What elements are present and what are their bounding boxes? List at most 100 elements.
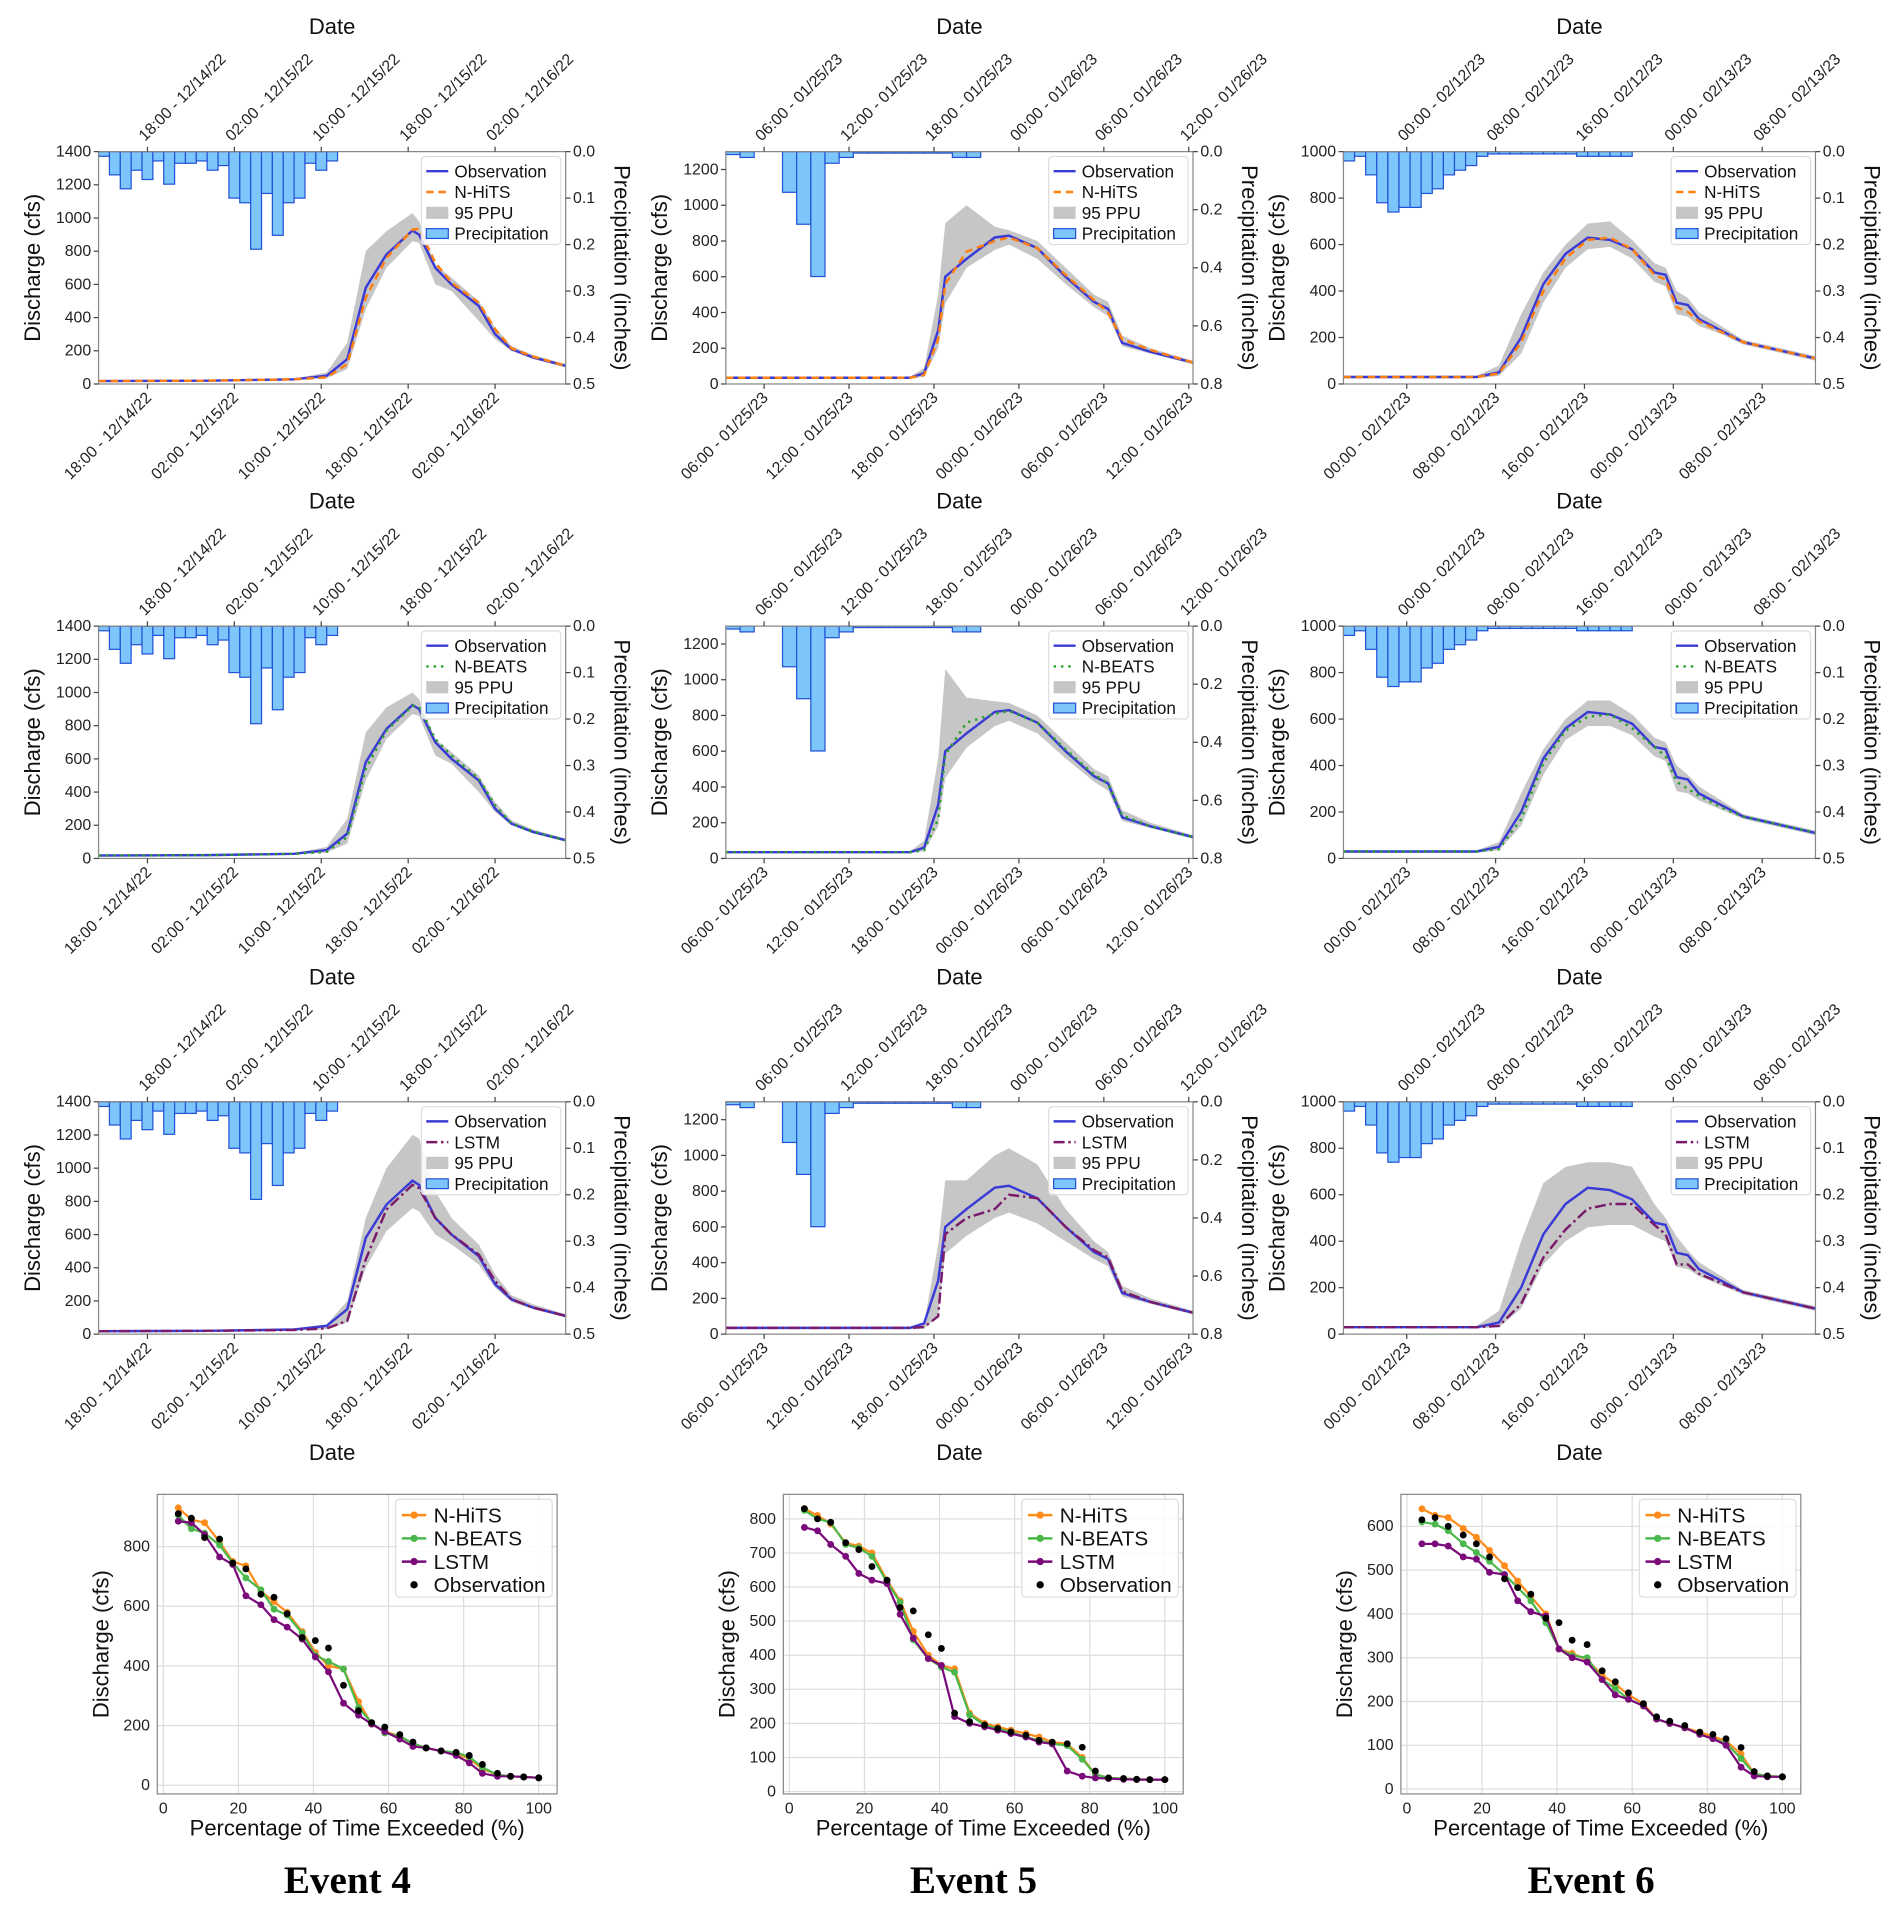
precip-tick-label: 0.0 [1200, 618, 1222, 635]
x-tick-label-bottom: 10:00 - 12/15/22 [235, 389, 329, 483]
precip-tick-label: 0.3 [573, 283, 595, 300]
x-tick-label-top: 02:00 - 12/15/22 [223, 51, 317, 145]
x-tick-label-top: 18:00 - 12/15/22 [397, 1001, 491, 1095]
precip-bar [824, 151, 840, 164]
fdc-point [1737, 1755, 1745, 1762]
legend-swatch [426, 1156, 449, 1170]
x-tick-label-bottom: 06:00 - 01/26/23 [1018, 389, 1112, 483]
legend-label: N-BEATS [434, 1528, 522, 1551]
fdc-point [216, 1535, 224, 1543]
legend-marker [1654, 1581, 1662, 1589]
x-tick-label-bottom: 18:00 - 12/15/22 [322, 864, 416, 958]
x-tick-label-top: 18:00 - 01/25/23 [922, 51, 1016, 145]
precip-tick-label: 0.2 [1823, 711, 1845, 728]
legend: Observation N-HiTS 95 PPU Precipitation [1670, 155, 1812, 246]
precip-bar [1376, 1101, 1389, 1154]
y-axis-title: Discharge (cfs) [1265, 194, 1290, 342]
fdc-point [1444, 1542, 1452, 1550]
fdc-point [924, 1655, 932, 1663]
x-tick-label: 100 [1152, 1801, 1179, 1818]
y-tick-label: 1000 [56, 210, 91, 227]
fdc-point [1611, 1684, 1619, 1692]
fdc-point [855, 1569, 863, 1577]
x-tick-label-top: 18:00 - 12/14/22 [136, 51, 230, 145]
precip-bar [1398, 625, 1411, 683]
x-tick-label: 100 [1769, 1801, 1796, 1818]
top-axis-title: Date [1556, 964, 1602, 989]
x-tick-label-bottom: 12:00 - 01/26/23 [1103, 389, 1197, 483]
precip-tick-label: 0.4 [1823, 329, 1845, 346]
precip-bar [206, 151, 219, 171]
precip-tick-label: 0.6 [1200, 1268, 1222, 1285]
x-tick-label-bottom: 00:00 - 02/13/23 [1587, 864, 1681, 958]
hydrograph-event-4-n-hits: 0 200 400 600 800 1000 1200 1400 0.0 0.1 0.2 0.3 0.4… [20, 14, 635, 483]
x-tick-label-bottom: 00:00 - 02/13/23 [1587, 389, 1681, 483]
fdc-point [909, 1607, 917, 1615]
x-tick-label-top: 18:00 - 12/15/22 [397, 51, 491, 145]
hydrograph-event-4-lstm: 0 200 400 600 800 1000 1200 1400 0.0 0.1 0.2 0.3 0.4… [20, 964, 635, 1465]
precip-bar [1476, 151, 1489, 157]
precip-bar [315, 625, 328, 646]
fdc-point [1459, 1525, 1467, 1532]
x-tick-label-bottom: 02:00 - 12/15/22 [148, 864, 242, 958]
fdc-point [1486, 1568, 1493, 1576]
x-tick-label: 80 [1698, 1801, 1716, 1818]
precip-bar [163, 1101, 176, 1135]
legend-label: 95 PPU [454, 1154, 513, 1173]
fdc-point [520, 1773, 528, 1781]
precip-bar [1587, 1101, 1600, 1108]
fdc-point [325, 1668, 332, 1676]
legend-swatch [425, 702, 449, 714]
fdc-event-4: 0 20 40 60 80 100 0 200 400 600 800 Discharge (cfs)… [88, 1493, 558, 1841]
y2-axis-title: Precipitation (inches) [1237, 165, 1262, 370]
precip-bar [163, 151, 176, 185]
fdc-point [1514, 1584, 1522, 1592]
plot-frame [725, 151, 1194, 385]
precip-tick-label: 0.0 [1823, 1094, 1845, 1111]
x-tick-label-bottom: 16:00 - 02/12/23 [1498, 864, 1592, 958]
legend-label: 95 PPU [1704, 1154, 1763, 1173]
x-tick-label: 40 [305, 1801, 323, 1818]
precip-bar [315, 151, 328, 171]
top-axis-title: Date [1556, 489, 1602, 514]
x-tick-label-top: 12:00 - 01/26/23 [1177, 525, 1271, 619]
legend-marker [1036, 1557, 1044, 1566]
x-tick-label-top: 10:00 - 12/15/22 [310, 525, 404, 619]
x-tick-label-top: 02:00 - 12/15/22 [223, 1001, 317, 1095]
fdc-point [422, 1744, 430, 1752]
precip-bar [1576, 625, 1589, 632]
hydrograph-event-6-n-hits: 0 200 400 600 800 1000 0.0 0.1 0.2 0.3 0.4 0.5 00:00… [1265, 14, 1885, 483]
precip-bar [228, 1101, 241, 1149]
fdc-point [1161, 1776, 1169, 1784]
x-tick-label-bottom: 12:00 - 01/25/23 [763, 1340, 857, 1434]
legend-marker [410, 1511, 418, 1519]
fdc-point [1431, 1540, 1439, 1548]
precip-bar [1464, 1101, 1478, 1117]
x-tick-label-top: 00:00 - 01/26/23 [1007, 525, 1101, 619]
y-tick-label: 400 [692, 779, 719, 796]
legend-label: 95 PPU [1082, 1154, 1141, 1173]
legend-label: Observation [1082, 162, 1174, 181]
legend: Observation LSTM 95 PPU Precipitation [420, 1106, 562, 1196]
precip-bar [1353, 625, 1367, 632]
precip-bar [951, 625, 968, 633]
precip-bar [108, 151, 121, 176]
plot-frame [97, 1101, 567, 1335]
y-tick-label: 600 [1367, 1518, 1394, 1535]
fdc-point [1611, 1691, 1619, 1699]
y-axis-title: Discharge (cfs) [20, 1144, 45, 1292]
precip-tick-label: 0.1 [1823, 190, 1845, 207]
top-axis-title: Date [309, 964, 355, 989]
fdc-point [340, 1699, 347, 1707]
y-axis-title: Discharge (cfs) [647, 668, 672, 816]
fdc-point [1598, 1676, 1606, 1684]
x-tick-label-bottom: 18:00 - 01/25/23 [848, 389, 942, 483]
legend-marker [410, 1534, 418, 1543]
y-axis-title: Discharge (cfs) [1265, 668, 1290, 816]
plot-frame [1342, 151, 1817, 385]
precip-tick-label: 0.8 [1200, 1326, 1222, 1343]
y-tick-label: 600 [1310, 711, 1337, 728]
precip-bar [130, 1101, 143, 1121]
bottom-axis-title: Date [1556, 1440, 1602, 1465]
